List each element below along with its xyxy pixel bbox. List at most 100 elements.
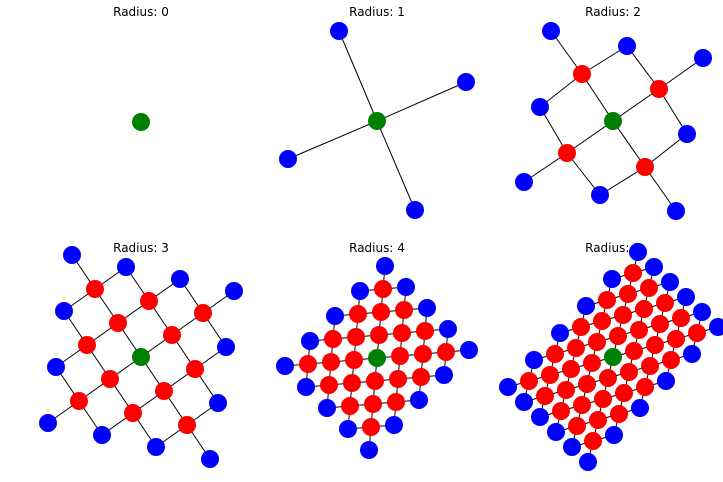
frontier-node-p5-1 (603, 270, 621, 288)
inner-node-p2-2 (650, 80, 668, 98)
inner-node-p5-53 (568, 417, 586, 435)
inner-node-p5-22 (651, 315, 669, 333)
frontier-node-p3-23 (209, 394, 227, 412)
frontier-node-p5-52 (547, 423, 565, 441)
inner-node-p4-35 (387, 393, 405, 411)
inner-node-p4-18 (322, 353, 340, 371)
inner-node-p5-55 (610, 405, 628, 423)
frontier-node-p4-36 (410, 391, 428, 409)
frontier-node-p5-4 (577, 297, 595, 315)
frontier-node-p3-20 (217, 338, 235, 356)
frontier-node-p4-9 (301, 332, 319, 350)
inner-node-p5-19 (588, 333, 606, 351)
inner-node-p3-13 (163, 326, 181, 344)
frontier-node-p2-8 (531, 98, 549, 116)
inner-node-p5-21 (630, 321, 648, 339)
inner-node-p5-27 (541, 366, 559, 384)
frontier-node-p4-15 (439, 320, 457, 338)
frontier-node-p5-35 (709, 318, 723, 336)
frontier-node-p5-8 (661, 273, 679, 291)
inner-node-p5-26 (520, 372, 538, 390)
frontier-node-p5-45 (531, 408, 549, 426)
inner-node-p4-28 (366, 372, 384, 390)
inner-node-p3-10 (70, 392, 88, 410)
inner-node-p3-17 (124, 404, 142, 422)
center-node-p4-20 (368, 349, 386, 367)
frontier-node-p4-0 (376, 257, 394, 275)
inner-node-p3-18 (155, 382, 173, 400)
panel-title-radius-1: Radius: 1 (349, 5, 405, 19)
inner-node-p5-5 (598, 291, 616, 309)
inner-node-p3-5 (78, 336, 96, 354)
inner-node-p4-23 (437, 343, 455, 361)
panel-title-radius-0: Radius: 0 (113, 5, 169, 19)
edge-p1-1 (376, 81, 467, 122)
inner-node-p5-18 (567, 339, 585, 357)
inner-node-p4-2 (374, 280, 392, 298)
frontier-node-p4-8 (418, 299, 436, 317)
edge-p1-3 (376, 120, 416, 211)
inner-node-p5-31 (625, 342, 643, 360)
inner-node-p4-21 (391, 347, 409, 365)
inner-node-p4-13 (393, 324, 411, 342)
edge-p1-0 (338, 30, 378, 122)
frontier-node-p4-37 (339, 420, 357, 438)
inner-node-p5-2 (624, 264, 642, 282)
edge-p1-2 (287, 120, 378, 160)
inner-node-p5-37 (536, 387, 554, 405)
inner-node-p4-12 (370, 326, 388, 344)
inner-node-p4-30 (412, 368, 430, 386)
inner-node-p5-38 (557, 381, 575, 399)
inner-node-p3-7 (140, 292, 158, 310)
frontier-node-p2-5 (542, 22, 560, 40)
frontier-node-p4-24 (460, 341, 478, 359)
frontier-node-p3-1 (55, 302, 73, 320)
frontier-node-p4-40 (360, 441, 378, 459)
frontier-node-p1-1 (330, 22, 348, 40)
frontier-node-p1-2 (457, 73, 475, 91)
inner-node-p5-13 (635, 300, 653, 318)
frontier-node-p4-4 (326, 307, 344, 325)
inner-node-p4-6 (372, 303, 390, 321)
frontier-node-p3-8 (171, 270, 189, 288)
inner-node-p4-11 (347, 328, 365, 346)
frontier-node-p2-9 (678, 125, 696, 143)
inner-node-p5-46 (552, 402, 570, 420)
inner-node-p5-39 (578, 375, 596, 393)
inner-node-p5-11 (593, 312, 611, 330)
inner-node-p3-14 (194, 304, 212, 322)
frontier-node-p3-0 (63, 246, 81, 264)
frontier-node-p1-3 (279, 150, 297, 168)
inner-node-p3-22 (178, 416, 196, 434)
inner-node-p3-2 (86, 280, 104, 298)
panel-title-radius-5: Radius: 5 (585, 241, 641, 255)
inner-node-p4-34 (364, 395, 382, 413)
inner-node-p4-33 (341, 397, 359, 415)
panel-title-radius-3: Radius: 3 (113, 241, 169, 255)
inner-node-p5-40 (599, 369, 617, 387)
frontier-node-p5-9 (551, 324, 569, 342)
frontier-node-p5-51 (657, 372, 675, 390)
frontier-node-p5-0 (629, 243, 647, 261)
frontier-node-p4-3 (397, 278, 415, 296)
edge-p2-3 (612, 120, 646, 168)
frontier-node-p3-15 (225, 282, 243, 300)
inner-node-p5-43 (662, 351, 680, 369)
inner-node-p5-54 (589, 411, 607, 429)
frontier-node-p5-36 (515, 393, 533, 411)
inner-node-p2-4 (636, 158, 654, 176)
inner-node-p4-27 (343, 374, 361, 392)
inner-node-p5-6 (619, 285, 637, 303)
frontier-node-p2-11 (591, 186, 609, 204)
inner-node-p2-3 (558, 144, 576, 162)
inner-node-p5-33 (667, 330, 685, 348)
inner-node-p3-19 (186, 360, 204, 378)
center-node-p3-12 (132, 348, 150, 366)
inner-node-p4-5 (349, 305, 367, 323)
inner-node-p5-32 (646, 336, 664, 354)
center-node-p5-30 (604, 348, 622, 366)
frontier-node-p4-39 (385, 416, 403, 434)
edge-p2-2 (566, 120, 614, 154)
frontier-node-p2-12 (667, 202, 685, 220)
